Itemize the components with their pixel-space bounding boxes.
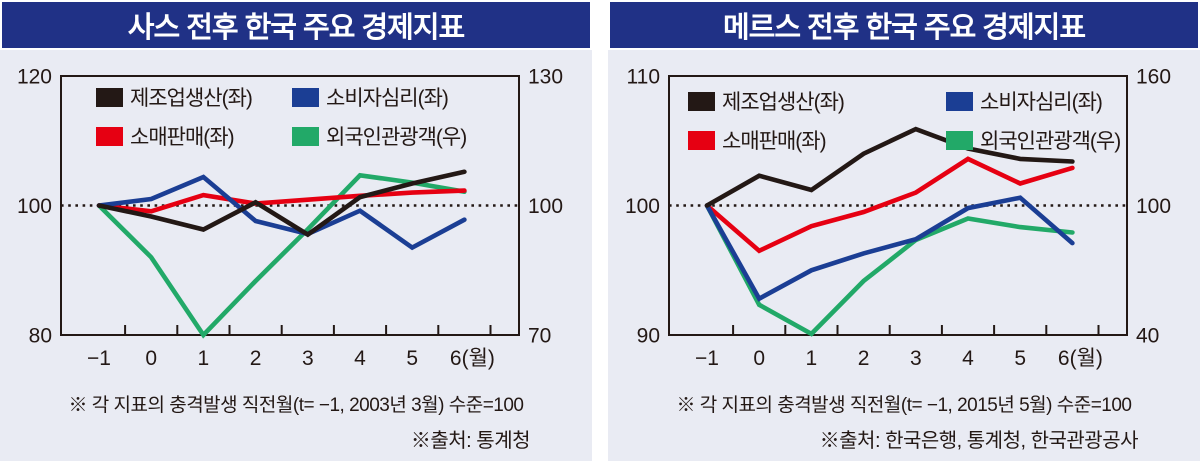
svg-text:80: 80	[29, 325, 52, 348]
legend-item-retail-sales: 소매판매(좌)	[96, 121, 292, 151]
mers-panel: 메르스 전후 한국 주요 경제지표 제조업생산(좌) 소비자심리(좌) 소매판매…	[608, 0, 1200, 461]
svg-text:70: 70	[528, 325, 551, 348]
legend-label: 소매판매(좌)	[722, 130, 827, 153]
mers-source: ※출처: 한국은행, 통계청, 한국관광공사	[819, 430, 1139, 452]
sars-title: 사스 전후 한국 주요 경제지표	[127, 12, 465, 44]
sars-legend: 제조업생산(좌) 소비자심리(좌) 소매판매(좌) 외국인관광객(우)	[96, 82, 467, 151]
mers-line-chart: 110 100 90 160 100 40 −1 0 1 2 3 4 5 6(월)	[625, 66, 1171, 371]
svg-text:120: 120	[17, 66, 52, 89]
mers-title-bar: 메르스 전후 한국 주요 경제지표	[608, 0, 1200, 50]
foreign-tourists-swatch	[292, 126, 319, 146]
legend-label: 소비자심리(좌)	[326, 87, 449, 110]
svg-text:−1: −1	[87, 347, 111, 370]
sars-title-bar: 사스 전후 한국 주요 경제지표	[0, 0, 592, 50]
svg-text:4: 4	[962, 347, 974, 370]
svg-text:130: 130	[528, 66, 563, 89]
svg-text:160: 160	[1136, 66, 1171, 89]
legend-item-retail-sales: 소매판매(좌)	[688, 125, 946, 155]
legend-item-manufacturing: 제조업생산(좌)	[688, 86, 946, 116]
svg-text:100: 100	[528, 195, 563, 218]
mers-chart-region: 제조업생산(좌) 소비자심리(좌) 소매판매(좌) 외국인관광객(우) 110 1…	[608, 50, 1200, 461]
svg-text:0: 0	[753, 347, 765, 370]
svg-text:4: 4	[354, 347, 366, 370]
svg-text:2: 2	[858, 347, 870, 370]
svg-text:6(월): 6(월)	[450, 347, 495, 370]
svg-text:90: 90	[637, 325, 660, 348]
svg-text:6(월): 6(월)	[1058, 347, 1103, 370]
svg-text:110: 110	[627, 66, 660, 89]
manufacturing-swatch	[688, 91, 715, 111]
retail-sales-swatch	[96, 126, 123, 146]
legend-label: 소비자심리(좌)	[980, 91, 1103, 114]
svg-text:1: 1	[806, 347, 818, 370]
svg-text:0: 0	[145, 347, 157, 370]
sars-footnotes: ※ 각 지표의 충격발생 직전월(t= −1, 2003년 3월) 수준=100…	[0, 390, 592, 453]
consumer-sentiment-swatch	[946, 91, 973, 111]
svg-text:2: 2	[250, 347, 262, 370]
foreign-tourists-swatch	[946, 130, 973, 150]
svg-text:5: 5	[1014, 347, 1026, 370]
legend-item-manufacturing: 제조업생산(좌)	[96, 82, 292, 112]
sars-footnote: ※ 각 지표의 충격발생 직전월(t= −1, 2003년 3월) 수준=100	[68, 395, 524, 416]
sars-panel: 사스 전후 한국 주요 경제지표 제조업생산(좌) 소비자심리(좌) 소매판매(…	[0, 0, 592, 461]
legend-label: 소매판매(좌)	[130, 126, 235, 149]
legend-item-foreign-tourists: 외국인관광객(우)	[292, 121, 467, 151]
sars-source: ※출처: 통계청	[410, 430, 531, 452]
sars-line-chart: 120 100 80 130 100 70 −1 0 1 2 3 4 5 6(월)	[17, 66, 563, 371]
svg-text:1: 1	[198, 347, 210, 370]
consumer-sentiment-swatch	[292, 87, 319, 107]
mers-legend: 제조업생산(좌) 소비자심리(좌) 소매판매(좌) 외국인관광객(우)	[688, 86, 1121, 155]
svg-text:40: 40	[1136, 325, 1159, 348]
legend-item-foreign-tourists: 외국인관광객(우)	[946, 125, 1121, 155]
mers-title: 메르스 전후 한국 주요 경제지표	[722, 12, 1086, 44]
mers-footnotes: ※ 각 지표의 충격발생 직전월(t= −1, 2015년 5월) 수준=100…	[608, 390, 1200, 453]
manufacturing-swatch	[96, 87, 123, 107]
legend-label: 외국인관광객(우)	[980, 130, 1121, 153]
svg-text:100: 100	[17, 195, 52, 218]
svg-text:5: 5	[406, 347, 418, 370]
svg-text:3: 3	[302, 347, 314, 370]
legend-label: 외국인관광객(우)	[326, 126, 467, 149]
retail-sales-swatch	[688, 130, 715, 150]
sars-chart-region: 제조업생산(좌) 소비자심리(좌) 소매판매(좌) 외국인관광객(우) 120 1…	[0, 50, 592, 461]
svg-text:100: 100	[1136, 195, 1171, 218]
svg-text:−1: −1	[695, 347, 719, 370]
svg-text:100: 100	[625, 195, 660, 218]
legend-item-consumer-sentiment: 소비자심리(좌)	[946, 86, 1120, 116]
legend-label: 제조업생산(좌)	[130, 87, 253, 110]
legend-item-consumer-sentiment: 소비자심리(좌)	[292, 82, 466, 112]
svg-text:3: 3	[910, 347, 922, 370]
mers-footnote: ※ 각 지표의 충격발생 직전월(t= −1, 2015년 5월) 수준=100	[676, 395, 1132, 416]
legend-label: 제조업생산(좌)	[722, 91, 845, 114]
